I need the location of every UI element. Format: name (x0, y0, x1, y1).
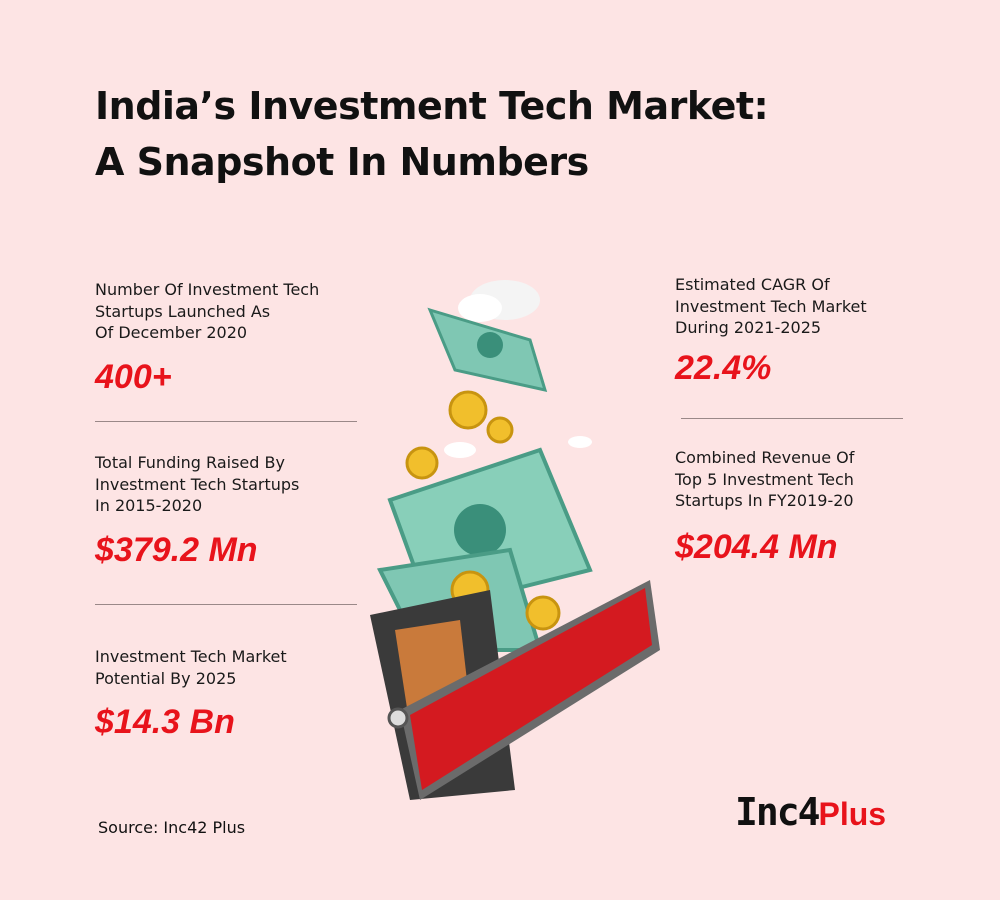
logo: Inc4Plus (735, 790, 886, 834)
stat-label: Investment Tech Market (95, 647, 287, 666)
stat-value: $379.2 Mn (95, 530, 258, 569)
stat-label: Combined Revenue Of (675, 448, 855, 467)
logo-brand: Inc4 (735, 790, 821, 834)
title: India’s Investment Tech Market: A Snapsh… (95, 78, 769, 190)
stat-value: 22.4% (675, 348, 772, 387)
logo-suffix: Plus (818, 796, 887, 832)
stat: Investment Tech Market Potential By 2025… (95, 646, 287, 742)
stat: Estimated CAGR Of Investment Tech Market… (675, 274, 867, 388)
stat-label: In 2015-2020 (95, 496, 203, 515)
stat-label: Number Of Investment Tech (95, 280, 320, 299)
divider (95, 421, 357, 422)
stat: Total Funding Raised By Investment Tech … (95, 452, 299, 570)
stat-label: Of December 2020 (95, 323, 248, 342)
stat-label: Investment Tech Market (675, 296, 867, 316)
stat-label: Startups Launched As (95, 301, 271, 321)
stat-label: Startups In FY2019-20 (675, 491, 854, 510)
stat: Number Of Investment Tech Startups Launc… (95, 279, 319, 397)
stat-value: $204.4 Mn (675, 527, 838, 566)
stat: Combined Revenue Of Top 5 Investment Tec… (675, 447, 854, 567)
title-line: A Snapshot In Numbers (95, 140, 589, 184)
stat-label: During 2021-2025 (675, 318, 822, 337)
stat-label: Estimated CAGR Of (675, 275, 830, 294)
stat-label: Potential By 2025 (95, 668, 237, 688)
stat-label: Top 5 Investment Tech (675, 469, 854, 489)
divider (95, 604, 357, 605)
title-line: India’s Investment Tech Market: (95, 84, 769, 128)
stat-label: Total Funding Raised By (95, 453, 285, 472)
stat-value: 400+ (95, 357, 172, 396)
source: Source: Inc42 Plus (98, 818, 246, 837)
divider (681, 418, 903, 419)
illustration (370, 280, 660, 800)
stat-label: Investment Tech Startups (95, 474, 300, 494)
stat-value: $14.3 Bn (95, 703, 235, 741)
